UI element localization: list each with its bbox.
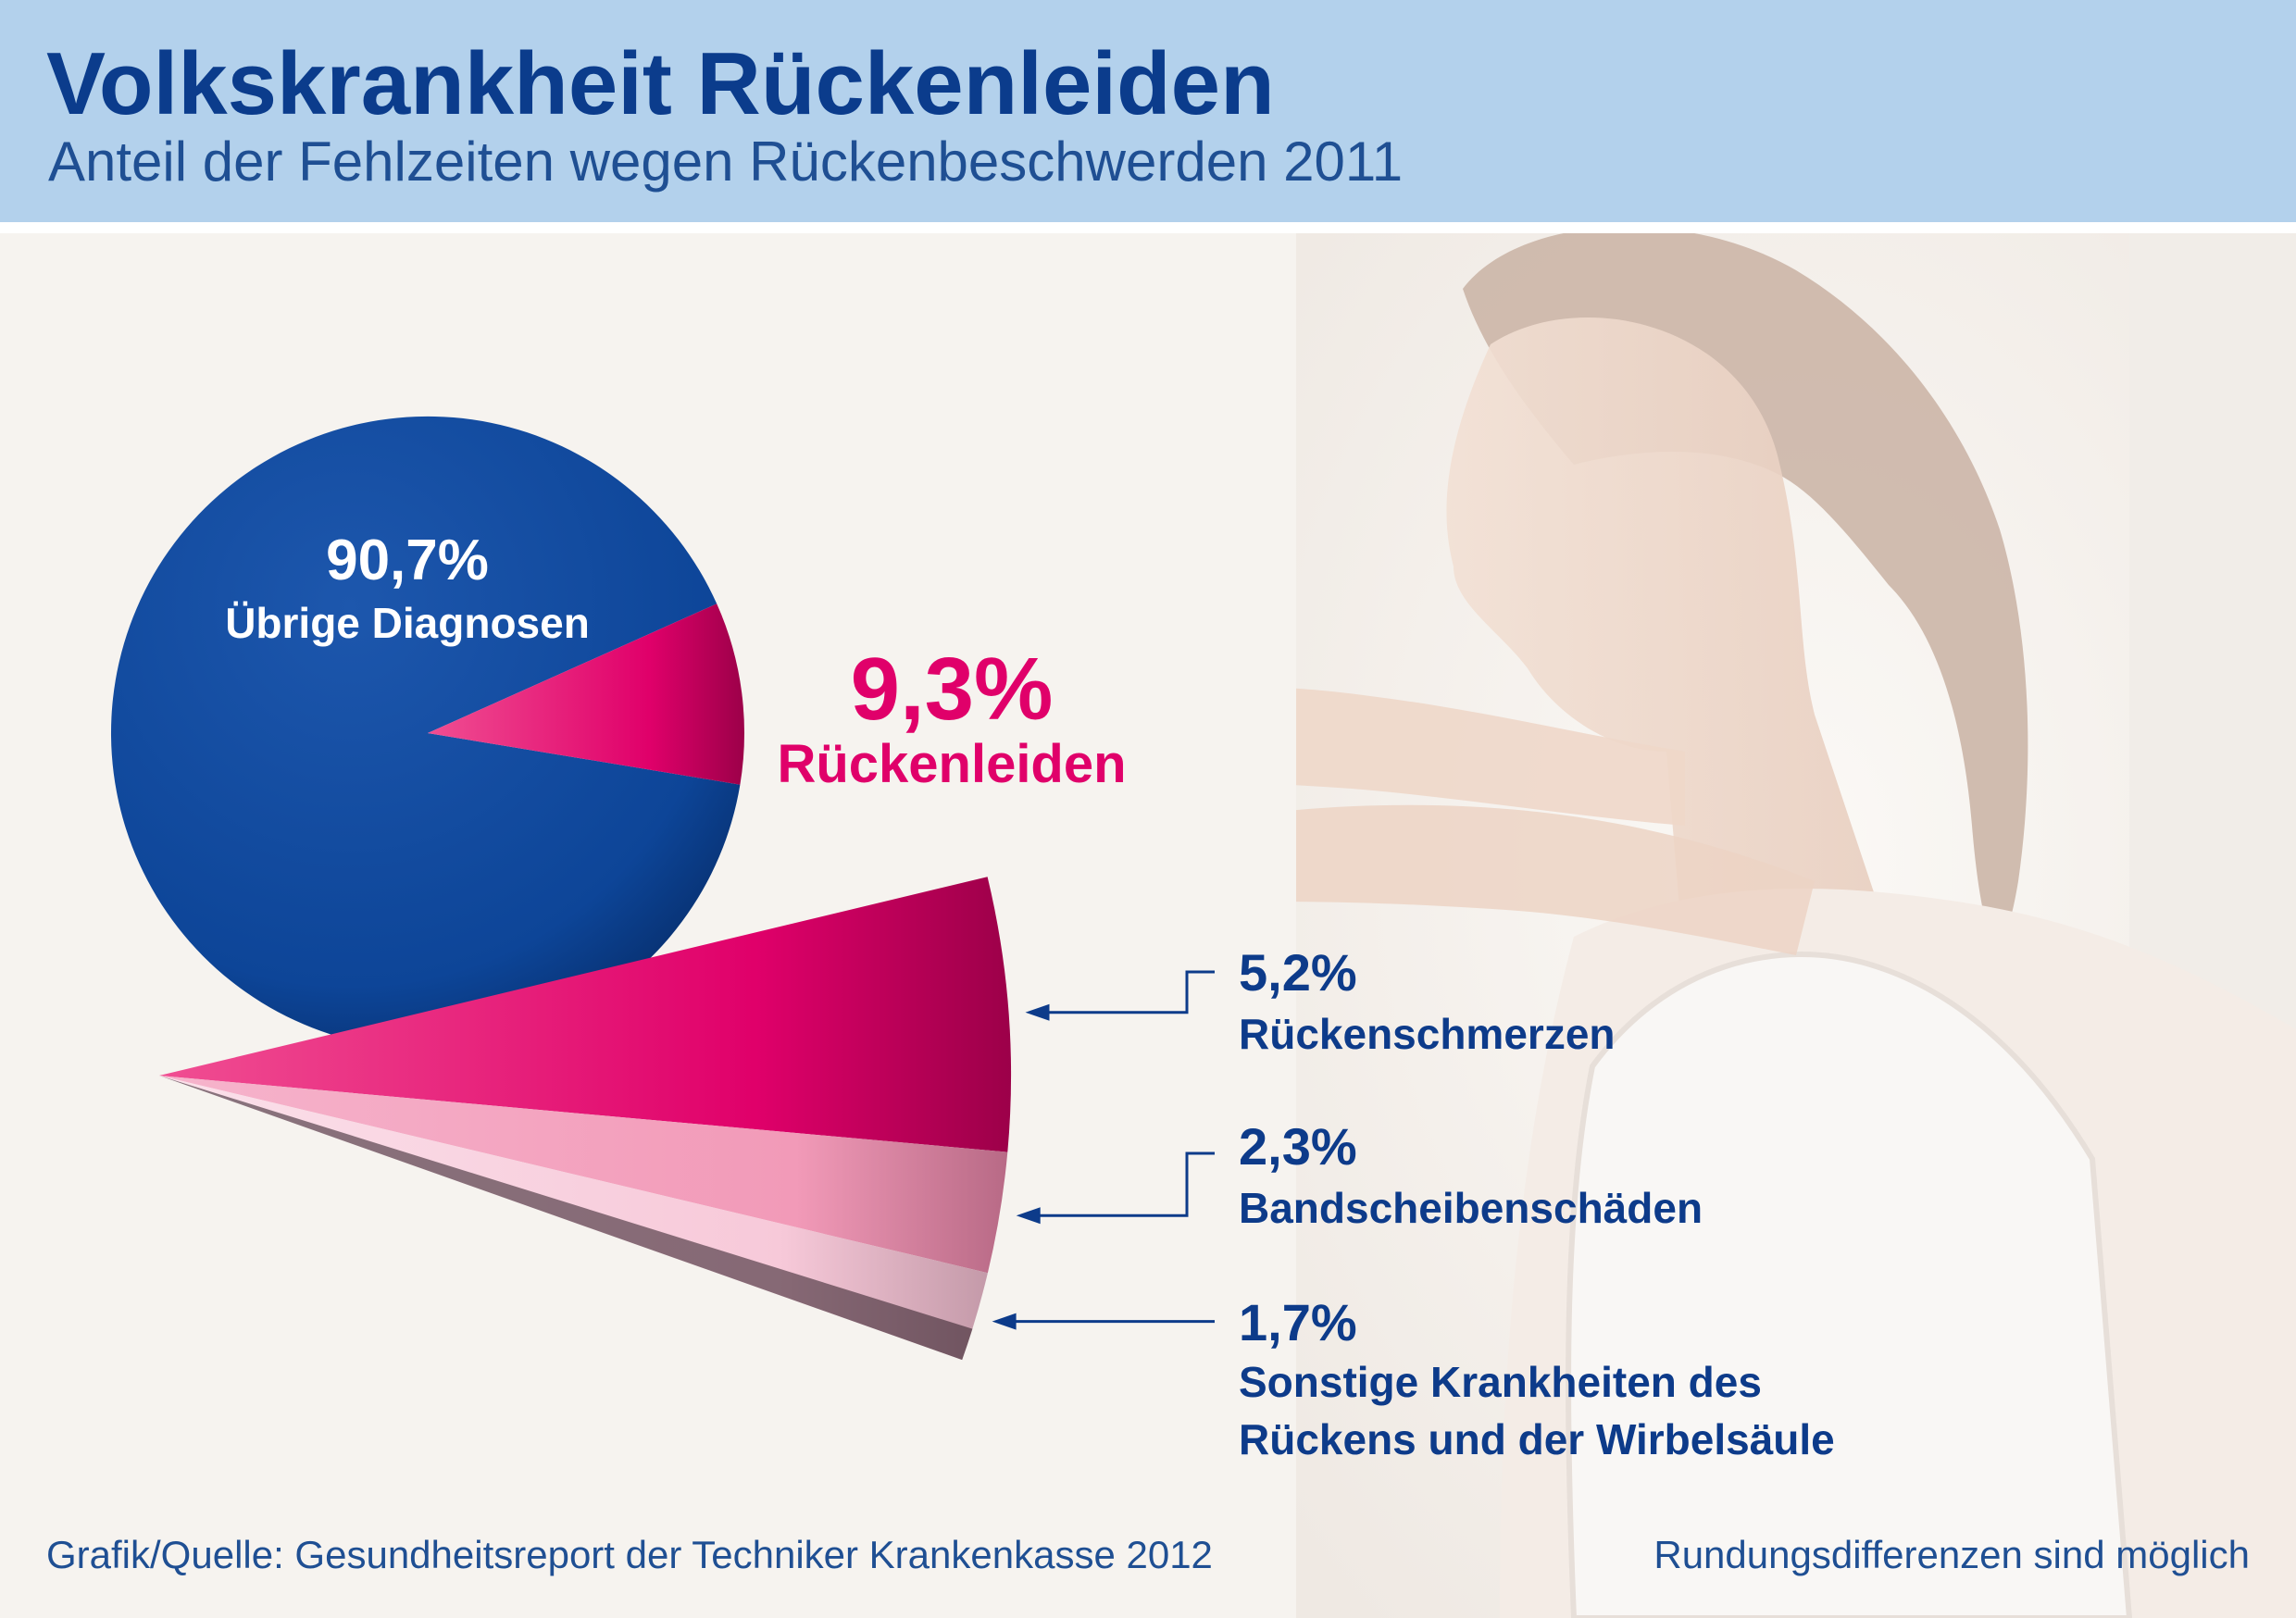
chart-subtitle: Anteil der Fehlzeiten wegen Rückenbeschw… [48,131,1404,193]
breakdown-value-other-spine: 1,7% [1239,1293,1357,1351]
arrowhead-icon [1016,1207,1041,1225]
breakdown-name-disc-damage: Bandscheibenschäden [1239,1184,1703,1232]
arrowhead-icon [992,1313,1017,1330]
callout-line [1036,1151,1215,1217]
source-note: Grafik/Quelle: Gesundheitsreport der Tec… [46,1533,1213,1576]
breakdown-wedge [159,877,1012,1361]
main-pie [110,416,744,1050]
pie-slice-back-complaints [428,604,744,785]
breakdown-value-disc-damage: 2,3% [1239,1117,1357,1176]
pie-slice-other-diagnoses [110,416,741,1050]
header-divider [0,222,2296,233]
chart-title: Volkskrankheit Rückenleiden [46,34,1275,133]
breakdown-name-other-spine-line1: Sonstige Krankheiten des [1239,1358,1762,1406]
breakdown-name-back-pain: Rückenschmerzen [1239,1010,1616,1058]
slice-label-value-back: 9,3% [850,640,1054,739]
rounding-note: Rundungsdifferenzen sind möglich [1653,1533,2250,1576]
slice-label-name-back: Rückenleiden [777,734,1127,794]
callout-line [1045,970,1215,1014]
breakdown-name-other-spine-line2: Rückens und der Wirbelsäule [1239,1415,1835,1463]
header-band [0,0,2296,222]
arrowhead-icon [1025,1003,1050,1021]
breakdown-wedge-shadow [159,1076,973,1361]
slice-label-value-other: 90,7% [326,529,489,592]
breakdown-segment-disc-damage [159,1076,1008,1274]
callout-arrows [992,970,1215,1330]
breakdown-segment-back-pain [159,877,1012,1152]
breakdown-value-back-pain: 5,2% [1239,943,1357,1002]
background-photo-woman [1296,233,2296,1618]
slice-label-name-other: Übrige Diagnosen [225,599,590,647]
